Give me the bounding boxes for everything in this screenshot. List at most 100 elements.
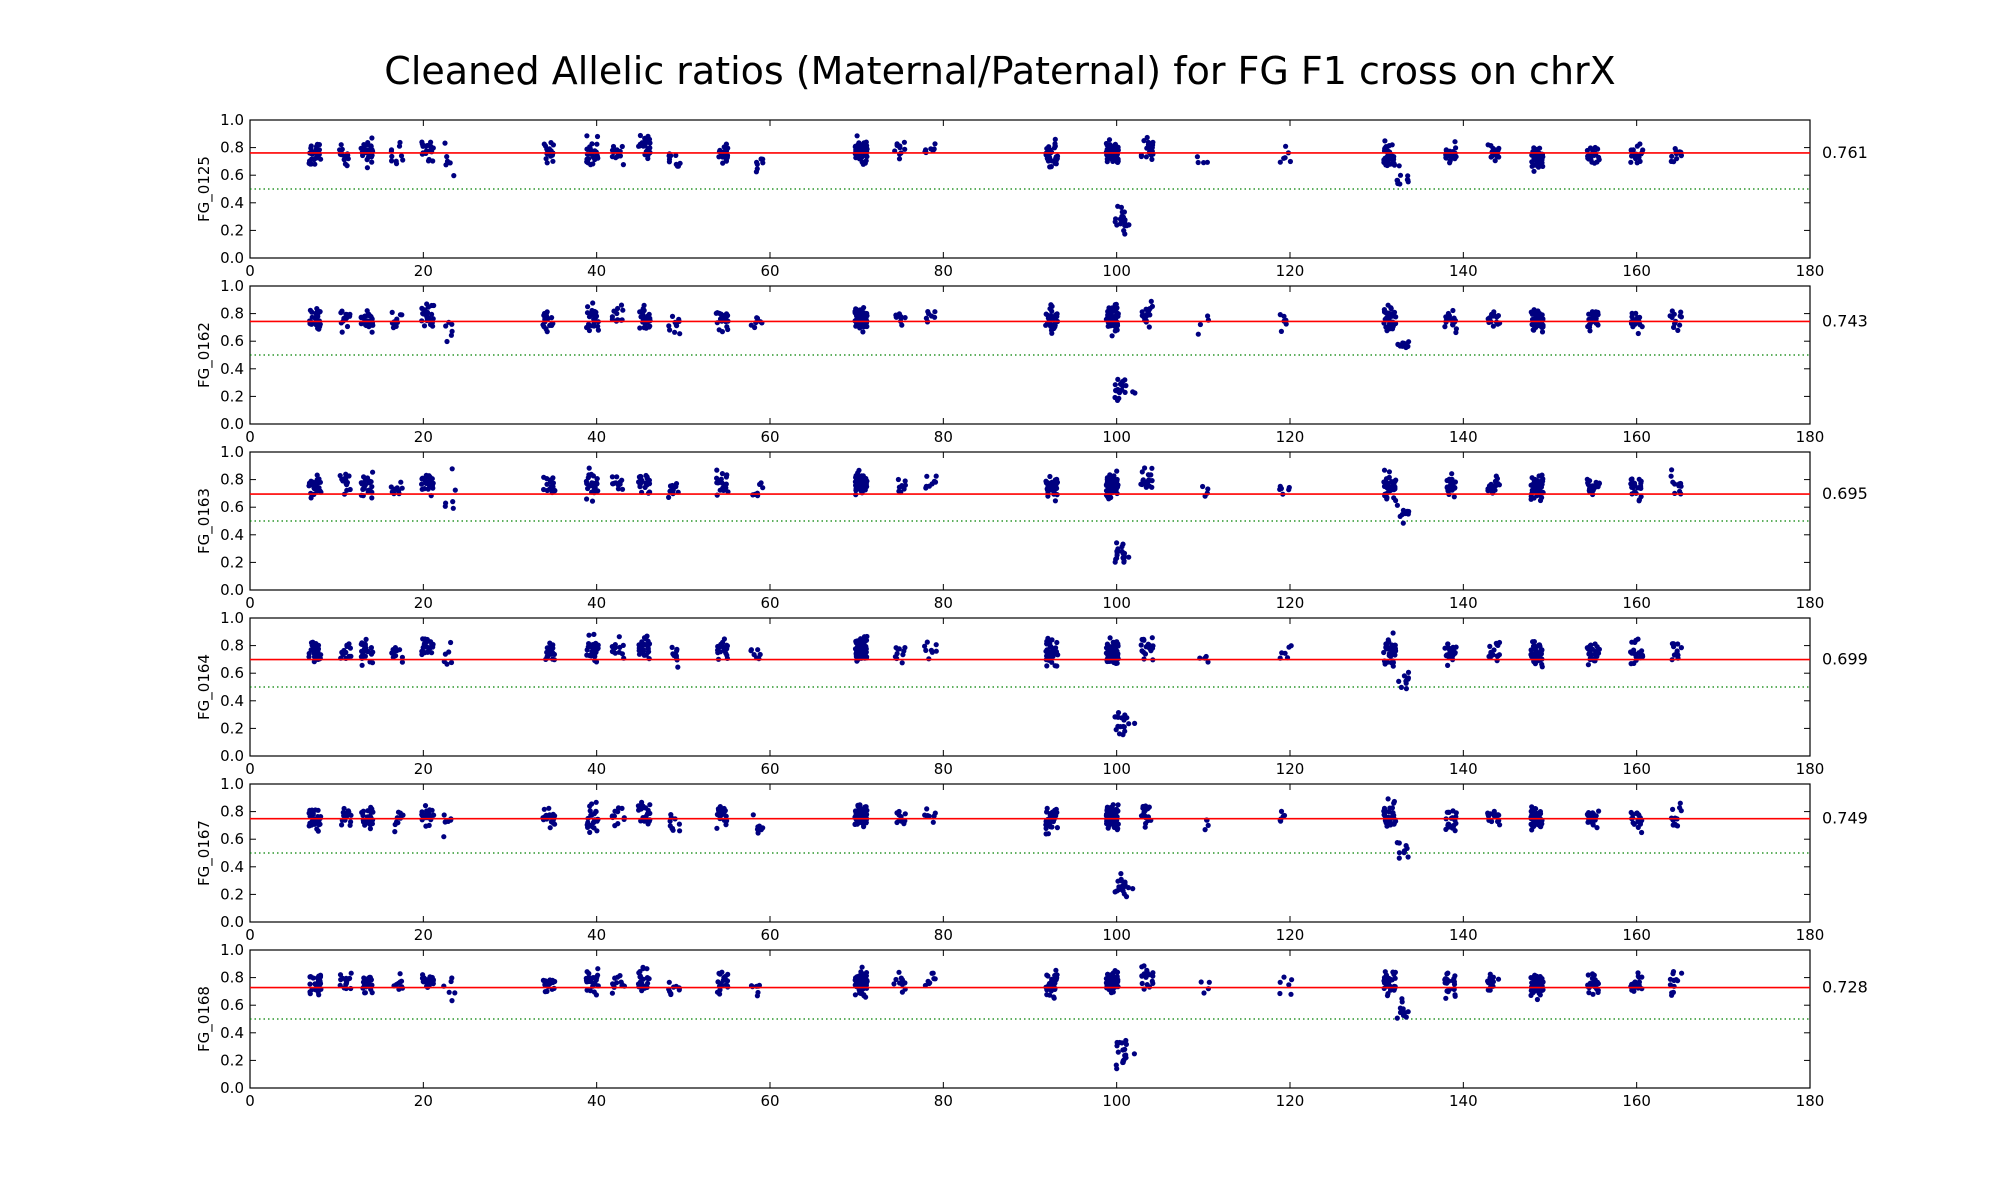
data-point (853, 306, 859, 312)
data-point (1486, 653, 1492, 660)
data-point (1114, 468, 1120, 474)
data-point (1494, 476, 1500, 482)
data-point (669, 644, 675, 651)
x-tick-label: 180 (1796, 760, 1825, 778)
data-point (617, 644, 623, 651)
data-point (933, 642, 939, 648)
data-point (1584, 476, 1590, 482)
data-point (1405, 854, 1411, 860)
data-point (1445, 662, 1451, 669)
data-point (1628, 661, 1634, 667)
data-point (1453, 644, 1459, 650)
data-point (619, 143, 625, 150)
data-point (1149, 635, 1155, 641)
data-point (547, 825, 553, 831)
data-point (348, 812, 354, 818)
data-point (1390, 659, 1396, 666)
data-points (306, 132, 1684, 237)
data-point (1052, 160, 1058, 166)
chart-title: Cleaned Allelic ratios (Maternal/Paterna… (384, 49, 1615, 93)
data-point (1050, 982, 1056, 988)
data-point (677, 331, 683, 337)
data-point (398, 153, 405, 159)
data-point (339, 476, 345, 482)
data-point (1633, 637, 1639, 643)
data-point (932, 141, 938, 147)
data-point (1678, 645, 1684, 651)
data-point (636, 651, 643, 657)
data-point (307, 807, 313, 813)
data-point (1043, 311, 1049, 317)
data-point (389, 309, 395, 315)
data-point (343, 985, 349, 992)
data-point (1392, 975, 1398, 981)
data-point (587, 808, 593, 814)
data-point (645, 638, 651, 644)
data-point (1442, 324, 1448, 330)
data-point (541, 141, 547, 147)
data-point (395, 809, 402, 815)
data-point (1679, 970, 1685, 976)
x-tick-label: 140 (1449, 760, 1478, 778)
data-point (316, 142, 322, 148)
data-point (643, 472, 649, 479)
data-point (1114, 1043, 1120, 1049)
data-point (923, 147, 929, 153)
data-point (1530, 990, 1536, 996)
data-point (1106, 484, 1112, 491)
data-point (1139, 309, 1145, 315)
data-point (1115, 1049, 1121, 1055)
data-point (668, 991, 674, 998)
data-point (928, 647, 935, 653)
data-point (1386, 488, 1392, 495)
data-point (591, 642, 597, 648)
data-point (639, 308, 646, 314)
data-point (426, 822, 432, 829)
data-point (901, 139, 908, 145)
data-point (586, 465, 592, 471)
data-point (1492, 158, 1498, 164)
subplot-fg-0162: 0.0 0.2 0.4 0.6 0.8 1.0 0 20 40 60 80 100 120 140 160 1… (195, 277, 1868, 446)
data-point (723, 141, 730, 147)
data-point (547, 486, 553, 492)
data-point (1670, 971, 1676, 977)
data-point (666, 159, 673, 165)
data-point (1108, 651, 1114, 657)
data-point (1636, 982, 1642, 988)
data-point (930, 148, 936, 154)
data-point (541, 312, 547, 318)
data-point (1195, 159, 1201, 166)
data-point (1110, 306, 1116, 312)
data-point (1536, 151, 1542, 157)
data-point (1528, 493, 1534, 499)
data-point (860, 809, 866, 816)
data-point (666, 494, 672, 500)
data-point (642, 484, 648, 490)
data-point (347, 311, 353, 317)
data-point (1593, 651, 1600, 657)
data-point (899, 660, 905, 666)
data-point (852, 992, 859, 998)
data-point (1281, 974, 1287, 980)
data-point (307, 321, 313, 327)
y-tick-label: 0.4 (220, 692, 244, 710)
data-point (1531, 823, 1537, 830)
data-point (1530, 807, 1536, 813)
data-point (1113, 659, 1119, 665)
mean-value-label: 0.743 (1822, 311, 1868, 330)
data-point (307, 813, 313, 819)
data-point (922, 643, 928, 649)
data-point (1388, 306, 1394, 312)
x-tick-label: 40 (587, 428, 606, 446)
data-point (313, 316, 319, 322)
data-point (716, 327, 722, 333)
data-point (587, 988, 594, 994)
data-point (344, 978, 350, 985)
data-point (452, 487, 458, 493)
data-point (1049, 659, 1055, 665)
data-point (856, 973, 862, 979)
data-point (1143, 154, 1149, 160)
data-point (719, 812, 725, 818)
x-tick-label: 100 (1102, 1092, 1131, 1110)
data-point (893, 976, 899, 983)
